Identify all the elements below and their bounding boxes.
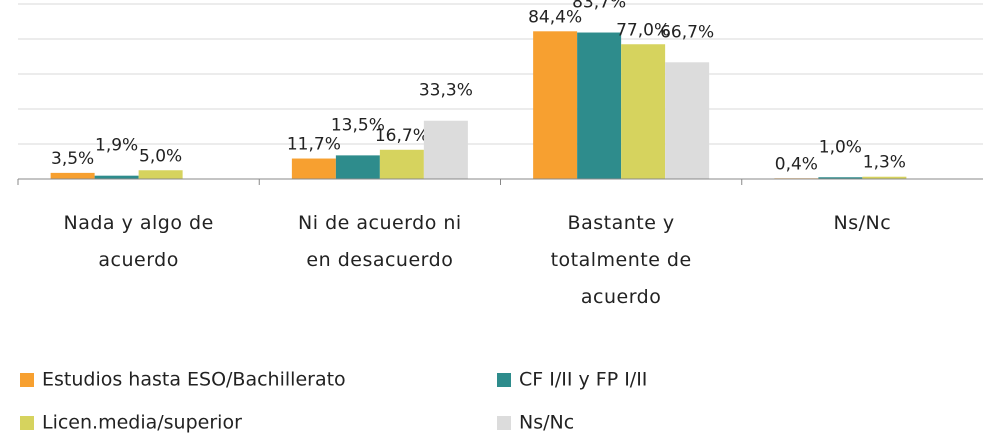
data-label: 1,0% [819, 137, 862, 157]
bar [577, 32, 622, 180]
x-tick-label: Ns/Nc [833, 212, 892, 234]
data-label: 84,4% [528, 7, 582, 27]
legend-swatch [497, 416, 511, 430]
bar [335, 155, 380, 179]
data-label: 5,0% [139, 146, 182, 166]
data-label: 0,4% [775, 154, 818, 174]
legend-label: CF I/II y FP I/II [519, 369, 647, 391]
data-label: 16,7% [375, 126, 429, 146]
data-label: 83,7% [572, 0, 626, 13]
legend-swatch [20, 373, 34, 387]
bar [423, 120, 468, 179]
bar [138, 170, 183, 179]
legend-swatch [497, 373, 511, 387]
data-label: 1,3% [863, 153, 906, 173]
data-label: 1,9% [95, 136, 138, 156]
data-label: 13,5% [331, 115, 385, 135]
x-tick-label: Ni de acuerdo ni en desacuerdo [298, 212, 462, 271]
data-label: 11,7% [287, 135, 341, 155]
legend-swatch [20, 416, 34, 430]
legend-label: Ns/Nc [519, 412, 574, 434]
bar [621, 44, 666, 179]
bar [50, 172, 95, 179]
bar [291, 158, 336, 179]
x-tick-label: Bastante y totalmente de acuerdo [550, 212, 692, 308]
data-label: 77,0% [616, 20, 670, 40]
data-label: 66,7% [660, 22, 714, 42]
legend-label: Estudios hasta ESO/Bachillerato [42, 369, 346, 391]
data-label: 33,3% [419, 81, 473, 101]
bar [862, 176, 907, 179]
legend-label: Licen.media/superior [42, 412, 242, 434]
bar [818, 177, 863, 179]
bar [533, 31, 578, 179]
bar [94, 175, 139, 179]
bar [665, 62, 710, 179]
x-tick-label: Nada y algo de acuerdo [63, 212, 214, 271]
bar [379, 149, 424, 179]
data-label: 3,5% [51, 149, 94, 169]
